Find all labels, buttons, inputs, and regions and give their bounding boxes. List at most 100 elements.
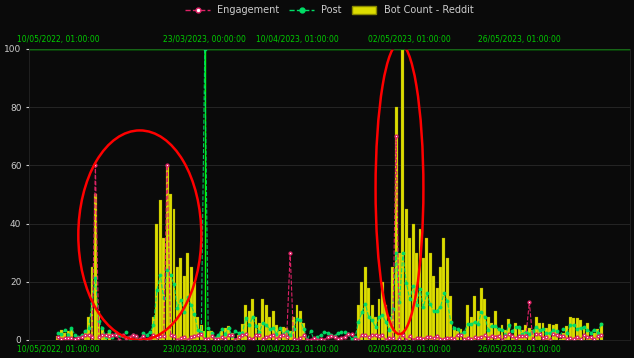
Bar <box>576 318 579 340</box>
Bar <box>271 311 275 340</box>
Bar <box>231 333 233 340</box>
Bar <box>467 305 469 340</box>
Bar <box>573 318 575 340</box>
Bar <box>418 229 422 340</box>
Bar <box>436 287 439 340</box>
Bar <box>179 258 182 340</box>
Legend: Engagement, Post, Bot Count - Reddit: Engagement, Post, Bot Count - Reddit <box>181 1 477 19</box>
Bar <box>596 329 599 340</box>
Bar <box>470 317 473 340</box>
Bar <box>60 330 63 340</box>
Bar <box>569 317 572 340</box>
Bar <box>275 325 278 340</box>
Bar <box>456 331 459 340</box>
Bar <box>531 330 534 340</box>
Bar <box>248 311 250 340</box>
Bar <box>265 305 268 340</box>
Bar <box>183 276 186 340</box>
Bar <box>278 331 281 340</box>
Bar <box>555 324 558 340</box>
Bar <box>282 327 285 340</box>
Bar <box>411 223 415 340</box>
Bar <box>374 317 377 340</box>
Bar <box>152 317 155 340</box>
Bar <box>514 323 517 340</box>
Bar <box>388 317 391 340</box>
Bar <box>87 317 90 340</box>
Bar <box>548 324 552 340</box>
Bar <box>429 253 432 340</box>
Bar <box>357 305 360 340</box>
Bar <box>285 328 288 340</box>
Bar <box>460 329 462 340</box>
Bar <box>56 337 59 340</box>
Bar <box>487 317 490 340</box>
Bar <box>517 328 521 340</box>
Bar <box>521 330 524 340</box>
Bar <box>159 200 162 340</box>
Bar <box>446 258 449 340</box>
Bar <box>251 299 254 340</box>
Bar <box>94 194 97 340</box>
Bar <box>367 287 370 340</box>
Bar <box>566 326 568 340</box>
Bar <box>590 337 592 340</box>
Bar <box>361 282 363 340</box>
Bar <box>98 311 100 340</box>
Bar <box>200 325 203 340</box>
Bar <box>562 333 565 340</box>
Bar <box>207 330 210 340</box>
Bar <box>197 317 199 340</box>
Bar <box>600 323 602 340</box>
Bar <box>193 282 196 340</box>
Bar <box>586 323 589 340</box>
Bar <box>394 107 398 340</box>
Bar <box>408 238 411 340</box>
Bar <box>524 325 527 340</box>
Bar <box>162 238 165 340</box>
Bar <box>401 49 404 340</box>
Bar <box>299 311 302 340</box>
Bar <box>241 324 243 340</box>
Bar <box>165 165 169 340</box>
Bar <box>534 317 538 340</box>
Bar <box>214 339 216 340</box>
Bar <box>484 299 486 340</box>
Bar <box>186 253 189 340</box>
Bar <box>398 253 401 340</box>
Bar <box>377 299 380 340</box>
Bar <box>295 305 299 340</box>
Bar <box>511 336 514 340</box>
Bar <box>70 329 73 340</box>
Bar <box>221 331 223 340</box>
Bar <box>268 317 271 340</box>
Bar <box>190 267 193 340</box>
Bar <box>176 267 179 340</box>
Bar <box>204 331 206 340</box>
Bar <box>67 331 70 340</box>
Bar <box>538 323 541 340</box>
Bar <box>500 325 503 340</box>
Bar <box>210 331 213 340</box>
Bar <box>507 319 510 340</box>
Bar <box>490 323 493 340</box>
Bar <box>384 305 387 340</box>
Bar <box>443 238 445 340</box>
Bar <box>583 329 585 340</box>
Bar <box>559 339 562 340</box>
Bar <box>84 331 87 340</box>
Bar <box>155 223 158 340</box>
Bar <box>453 329 456 340</box>
Bar <box>552 325 555 340</box>
Bar <box>108 331 110 340</box>
Bar <box>254 317 257 340</box>
Bar <box>497 329 500 340</box>
Bar <box>63 333 66 340</box>
Bar <box>405 209 408 340</box>
Bar <box>528 328 531 340</box>
Bar <box>302 323 306 340</box>
Bar <box>91 267 93 340</box>
Bar <box>101 328 104 340</box>
Bar <box>381 282 384 340</box>
Bar <box>480 287 483 340</box>
